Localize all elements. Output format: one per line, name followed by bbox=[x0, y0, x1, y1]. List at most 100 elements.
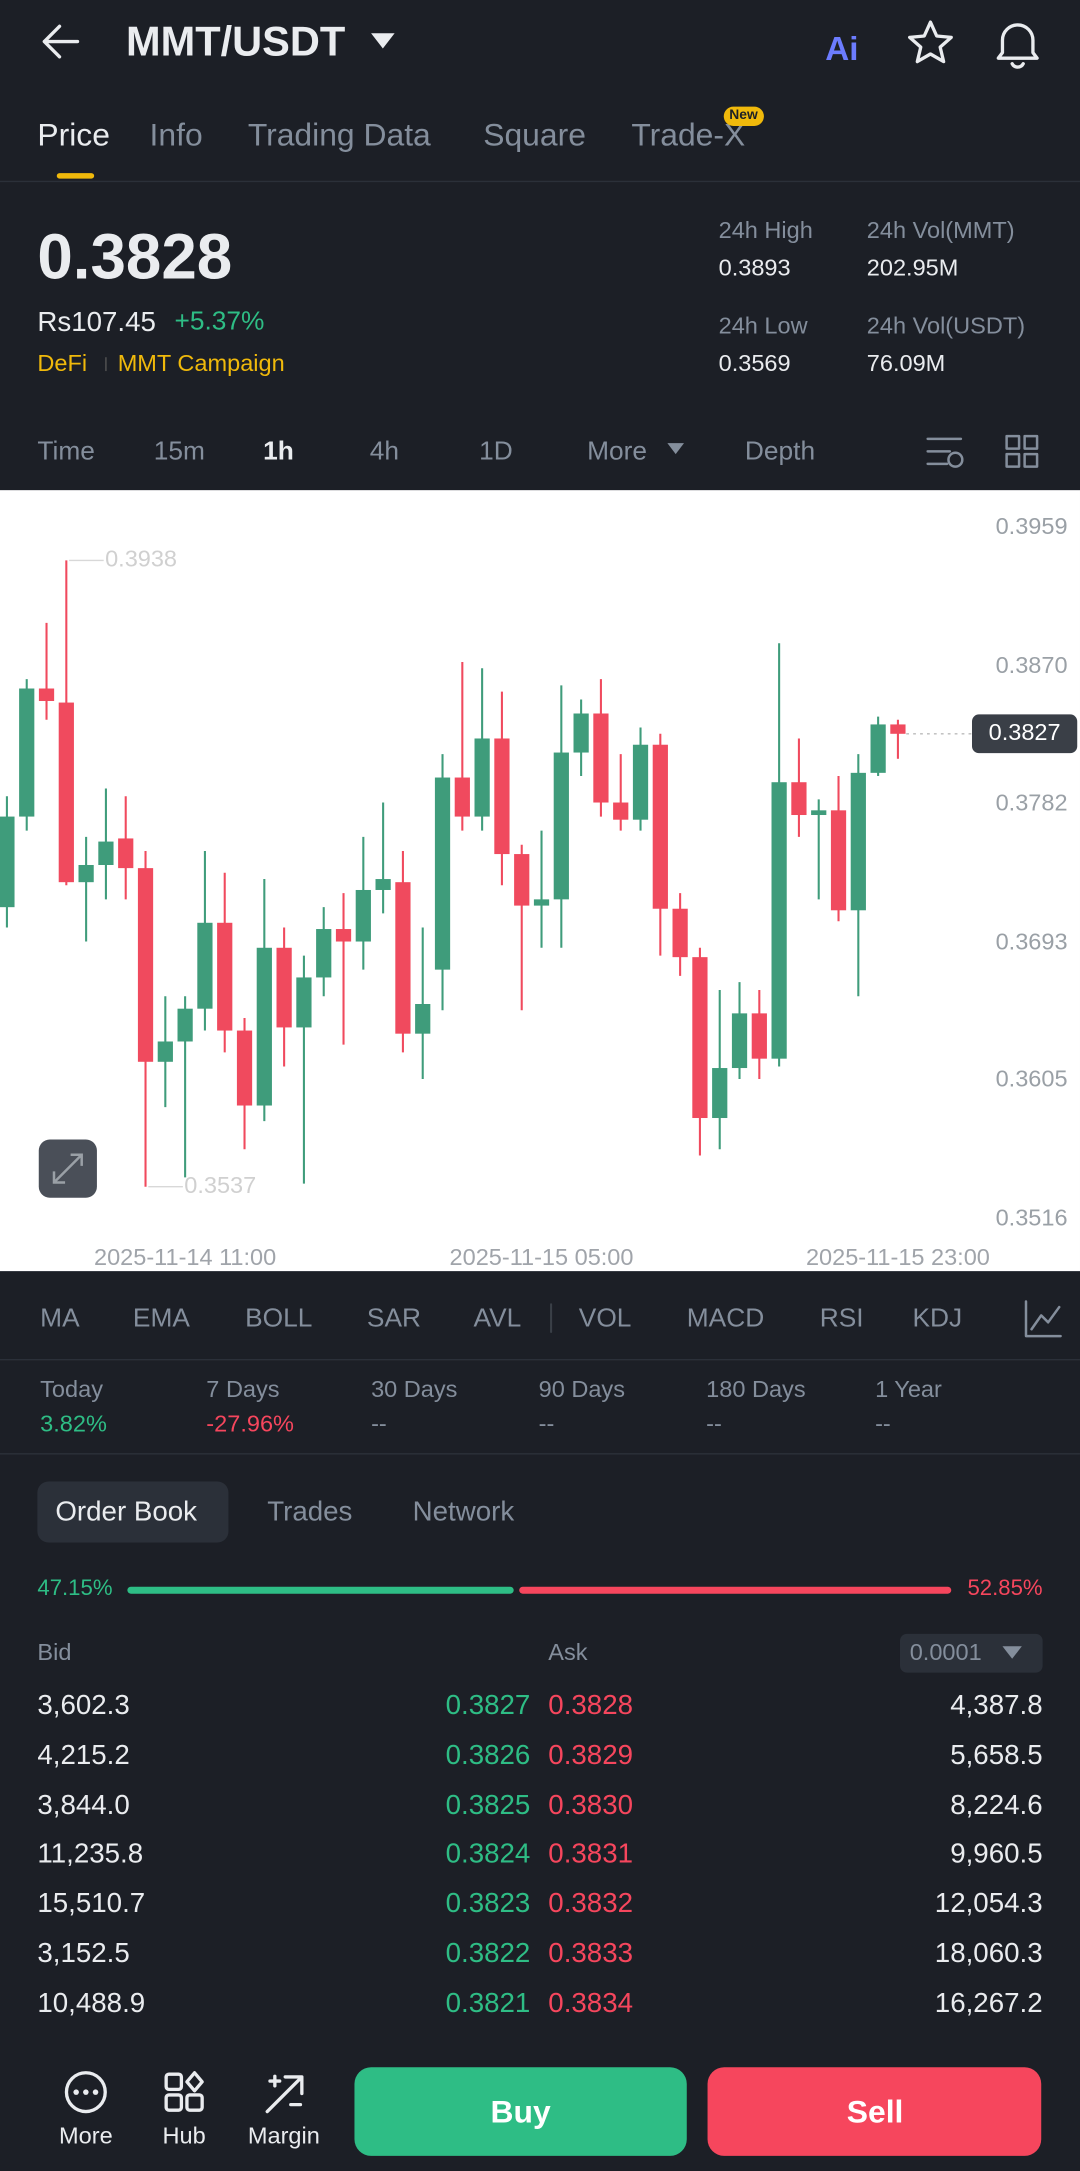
bell-icon[interactable] bbox=[996, 23, 1039, 69]
tab[interactable]: Price bbox=[37, 116, 110, 153]
precision[interactable]: 0.0001 bbox=[909, 1639, 982, 1666]
last-price-label: 0.3827 bbox=[989, 719, 1061, 745]
candle-body bbox=[375, 879, 391, 890]
ask-price: 0.3832 bbox=[548, 1888, 634, 1920]
interval[interactable]: 15m bbox=[153, 437, 205, 467]
layout-icon[interactable] bbox=[1005, 434, 1039, 468]
candle-body bbox=[197, 922, 213, 1009]
precision-pill[interactable] bbox=[899, 1633, 1043, 1673]
indicator-icon[interactable] bbox=[1024, 1300, 1062, 1338]
annotation-label: 0.3938 bbox=[105, 546, 177, 572]
candle-body bbox=[830, 810, 847, 911]
period-value: -- bbox=[875, 1410, 891, 1438]
interval[interactable]: More bbox=[587, 437, 648, 467]
nav-label[interactable]: Margin bbox=[247, 2122, 320, 2149]
book-tab[interactable]: Network bbox=[412, 1496, 515, 1528]
x-tick-label: 2025-11-15 23:00 bbox=[806, 1244, 990, 1270]
book-tab[interactable]: Order Book bbox=[55, 1496, 197, 1528]
margin-icon[interactable] bbox=[265, 2074, 304, 2114]
sell-label[interactable]: Sell bbox=[846, 2093, 904, 2130]
nav-label[interactable]: Hub bbox=[162, 2122, 206, 2149]
buy-button[interactable] bbox=[354, 2067, 687, 2156]
bid-qty: 15,510.7 bbox=[37, 1888, 146, 1920]
indicator[interactable]: KDJ bbox=[912, 1304, 963, 1334]
tag[interactable]: MMT Campaign bbox=[117, 350, 285, 377]
last-price-box bbox=[971, 714, 1078, 754]
buy-label[interactable]: Buy bbox=[490, 2093, 551, 2130]
candle-body bbox=[751, 1013, 767, 1059]
hub-icon[interactable] bbox=[164, 2071, 204, 2112]
tab-pill[interactable] bbox=[37, 1481, 229, 1543]
bid-ratio-bar bbox=[127, 1586, 514, 1594]
candle-body bbox=[256, 947, 272, 1106]
y-tick-label: 0.3693 bbox=[996, 928, 1068, 954]
bid-qty: 3,602.3 bbox=[37, 1690, 130, 1722]
page-title[interactable]: MMT/USDT bbox=[125, 19, 346, 66]
ask-price: 0.3833 bbox=[548, 1938, 634, 1969]
candle-body bbox=[494, 738, 510, 855]
candle-body bbox=[632, 744, 649, 820]
tab[interactable]: Trading Data bbox=[247, 116, 431, 153]
bid-price: 0.3822 bbox=[445, 1938, 531, 1969]
ask-qty: 4,387.8 bbox=[950, 1690, 1043, 1722]
ask-price: 0.3829 bbox=[548, 1740, 634, 1771]
candle-body bbox=[791, 782, 807, 816]
ai-icon[interactable]: Ai bbox=[825, 31, 858, 68]
sell-button[interactable] bbox=[707, 2067, 1042, 2156]
indicator[interactable]: AVL bbox=[473, 1304, 522, 1334]
ask-qty: 12,054.3 bbox=[934, 1888, 1043, 1920]
tag[interactable]: DeFi bbox=[37, 350, 88, 377]
indicator[interactable]: BOLL bbox=[245, 1304, 313, 1334]
candle-body bbox=[593, 713, 609, 803]
ask-price: 0.3828 bbox=[548, 1690, 634, 1722]
candle-body bbox=[553, 752, 569, 900]
indicator[interactable]: SAR bbox=[366, 1304, 422, 1334]
interval[interactable]: 1D bbox=[479, 437, 513, 467]
ask-qty: 9,960.5 bbox=[950, 1839, 1043, 1870]
ask-qty: 5,658.5 bbox=[950, 1740, 1043, 1771]
annotation-label: 0.3537 bbox=[184, 1172, 256, 1198]
ask-qty: 18,060.3 bbox=[934, 1938, 1043, 1969]
period-value: 3.82% bbox=[40, 1410, 107, 1438]
bid-price: 0.3821 bbox=[445, 1988, 531, 2019]
new-badge: New bbox=[723, 106, 764, 126]
y-tick-label: 0.3959 bbox=[996, 513, 1068, 539]
tab-indicator bbox=[56, 173, 95, 179]
book-tab[interactable]: Trades bbox=[267, 1496, 353, 1528]
indicator[interactable]: RSI bbox=[819, 1304, 864, 1334]
ask-ratio-bar bbox=[518, 1586, 952, 1594]
interval[interactable]: 4h bbox=[369, 437, 399, 467]
candle-body bbox=[771, 782, 787, 1059]
bid-qty: 4,215.2 bbox=[37, 1740, 130, 1771]
candlestick-chart: 0.39590.38700.37820.36930.36050.35162025… bbox=[0, 490, 1080, 1272]
candle-body bbox=[613, 802, 629, 820]
tab[interactable]: Info bbox=[149, 116, 203, 153]
period-value: -27.96% bbox=[206, 1410, 294, 1438]
indicator[interactable]: VOL bbox=[578, 1304, 632, 1334]
stat-label: 24h High bbox=[718, 217, 813, 244]
candle-body bbox=[276, 947, 292, 1028]
bid-price: 0.3827 bbox=[445, 1690, 531, 1722]
interval[interactable]: Depth bbox=[744, 437, 816, 467]
indicator[interactable]: EMA bbox=[132, 1304, 190, 1334]
indicator[interactable]: MACD bbox=[686, 1304, 765, 1334]
dropdown-icon[interactable] bbox=[371, 33, 395, 49]
more-icon[interactable] bbox=[64, 2071, 107, 2114]
interval[interactable]: Time bbox=[37, 437, 95, 467]
indicator[interactable]: MA bbox=[40, 1304, 80, 1334]
x-tick-label: 2025-11-15 05:00 bbox=[450, 1244, 634, 1270]
precision-caret bbox=[1002, 1646, 1022, 1659]
tab[interactable]: Square bbox=[483, 116, 586, 153]
period-value: -- bbox=[371, 1410, 387, 1438]
chart-settings-icon[interactable] bbox=[926, 437, 963, 466]
candle-body bbox=[157, 1041, 173, 1062]
bid-header: Bid bbox=[37, 1639, 72, 1666]
back-icon[interactable] bbox=[42, 24, 80, 59]
candle-body bbox=[573, 713, 589, 753]
period-label: 30 Days bbox=[371, 1376, 458, 1403]
nav-label[interactable]: More bbox=[59, 2122, 113, 2149]
star-icon[interactable] bbox=[908, 20, 953, 64]
interval[interactable]: 1h bbox=[263, 437, 294, 467]
more-caret bbox=[667, 443, 684, 455]
last-price: 0.3828 bbox=[37, 220, 233, 293]
